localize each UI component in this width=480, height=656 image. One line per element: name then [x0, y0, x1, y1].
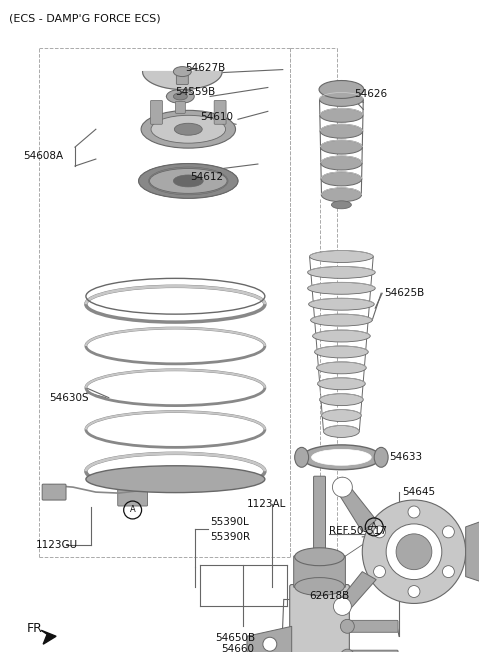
- Ellipse shape: [295, 577, 344, 596]
- Ellipse shape: [174, 123, 202, 135]
- Text: A: A: [372, 522, 377, 531]
- Ellipse shape: [311, 314, 372, 326]
- Ellipse shape: [318, 378, 365, 390]
- Text: 54559B: 54559B: [175, 87, 216, 98]
- Ellipse shape: [308, 282, 375, 295]
- Ellipse shape: [321, 172, 362, 186]
- Polygon shape: [143, 72, 222, 89]
- Text: 54630S: 54630S: [49, 393, 89, 403]
- Ellipse shape: [320, 394, 363, 405]
- Ellipse shape: [312, 330, 370, 342]
- Ellipse shape: [167, 89, 194, 104]
- Ellipse shape: [332, 201, 351, 209]
- FancyBboxPatch shape: [347, 621, 398, 632]
- Text: 54625B: 54625B: [384, 288, 424, 298]
- Polygon shape: [41, 630, 56, 644]
- Text: 54650B: 54650B: [215, 633, 255, 644]
- Text: 54660: 54660: [221, 644, 254, 654]
- FancyBboxPatch shape: [118, 486, 147, 506]
- Text: 54633: 54633: [389, 452, 422, 462]
- Ellipse shape: [319, 81, 364, 98]
- Text: A: A: [130, 506, 135, 514]
- Ellipse shape: [308, 266, 375, 278]
- Circle shape: [373, 565, 385, 577]
- FancyBboxPatch shape: [175, 102, 185, 113]
- Text: 54610: 54610: [200, 112, 233, 122]
- FancyBboxPatch shape: [176, 71, 188, 85]
- Circle shape: [386, 524, 442, 580]
- Circle shape: [362, 500, 466, 604]
- Ellipse shape: [321, 140, 362, 154]
- Polygon shape: [335, 477, 376, 532]
- FancyBboxPatch shape: [347, 650, 398, 656]
- Ellipse shape: [173, 93, 187, 100]
- Text: 54612: 54612: [190, 172, 223, 182]
- Circle shape: [396, 534, 432, 569]
- Circle shape: [334, 598, 351, 615]
- Ellipse shape: [141, 110, 236, 148]
- Ellipse shape: [86, 466, 265, 493]
- FancyBboxPatch shape: [294, 556, 346, 588]
- Ellipse shape: [320, 124, 363, 138]
- Ellipse shape: [173, 175, 203, 187]
- Ellipse shape: [324, 426, 360, 438]
- Ellipse shape: [321, 188, 361, 202]
- Circle shape: [408, 506, 420, 518]
- Ellipse shape: [322, 409, 361, 422]
- Ellipse shape: [310, 251, 373, 262]
- Text: (ECS - DAMP'G FORCE ECS): (ECS - DAMP'G FORCE ECS): [9, 14, 161, 24]
- Text: 55390L: 55390L: [210, 517, 249, 527]
- FancyBboxPatch shape: [214, 100, 226, 124]
- Text: 54627B: 54627B: [185, 62, 226, 73]
- Circle shape: [373, 526, 385, 538]
- Ellipse shape: [173, 67, 192, 77]
- Text: 62618B: 62618B: [310, 592, 350, 602]
- Polygon shape: [466, 517, 480, 586]
- Polygon shape: [247, 626, 292, 656]
- Circle shape: [408, 586, 420, 598]
- Ellipse shape: [139, 163, 238, 198]
- Ellipse shape: [320, 108, 363, 122]
- Ellipse shape: [312, 449, 371, 465]
- Ellipse shape: [301, 445, 381, 470]
- Ellipse shape: [374, 447, 388, 467]
- Ellipse shape: [295, 447, 309, 467]
- Text: 54626: 54626: [354, 89, 387, 100]
- Ellipse shape: [151, 115, 226, 143]
- Text: 1123GU: 1123GU: [36, 540, 78, 550]
- Circle shape: [443, 565, 455, 577]
- FancyBboxPatch shape: [290, 584, 349, 656]
- Ellipse shape: [314, 346, 368, 358]
- Ellipse shape: [309, 298, 374, 310]
- Ellipse shape: [320, 92, 363, 106]
- Ellipse shape: [340, 649, 354, 656]
- Ellipse shape: [321, 156, 362, 170]
- FancyBboxPatch shape: [313, 476, 325, 558]
- Circle shape: [443, 526, 455, 538]
- Ellipse shape: [316, 362, 366, 374]
- Text: 1123AL: 1123AL: [247, 499, 287, 509]
- FancyBboxPatch shape: [151, 100, 162, 124]
- Text: 54645: 54645: [402, 487, 435, 497]
- Ellipse shape: [340, 619, 354, 633]
- Text: 54608A: 54608A: [23, 151, 63, 161]
- Text: 55390R: 55390R: [210, 532, 250, 542]
- Ellipse shape: [295, 548, 344, 565]
- FancyBboxPatch shape: [168, 469, 183, 481]
- Circle shape: [333, 477, 352, 497]
- Text: FR.: FR.: [26, 622, 46, 635]
- Text: REF.50-517: REF.50-517: [329, 526, 387, 536]
- Ellipse shape: [150, 169, 227, 194]
- Polygon shape: [335, 571, 376, 613]
- Circle shape: [263, 637, 277, 651]
- FancyBboxPatch shape: [42, 484, 66, 500]
